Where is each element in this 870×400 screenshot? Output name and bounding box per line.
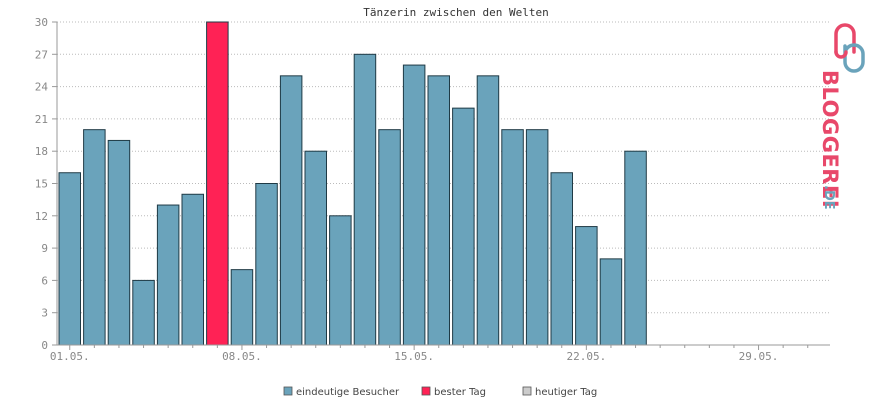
logo-icon-pink	[834, 23, 856, 54]
legend-swatch	[522, 386, 532, 396]
bar	[378, 129, 401, 346]
chart-title: Tänzerin zwischen den Welten	[363, 6, 548, 19]
y-tick-labels: 0 3 6 9 12 15 18 21 24 27 30	[35, 16, 49, 352]
bar	[452, 107, 475, 346]
x-tick-label: 15.05.	[394, 350, 434, 363]
x-tick-label: 08.05.	[222, 350, 262, 363]
x-tick-labels: 01.05. 08.05. 15.05. 22.05. 29.05.	[50, 350, 779, 363]
bar	[329, 215, 352, 346]
legend: eindeutige Besucher bester Tag heutiger Ta…	[283, 386, 597, 398]
bar	[107, 139, 131, 346]
bar	[501, 129, 524, 346]
legend-swatch	[421, 386, 431, 396]
bar	[304, 150, 327, 346]
y-tick-label: 15	[35, 178, 48, 191]
bar	[255, 183, 278, 346]
bar	[599, 258, 623, 346]
bar	[230, 269, 254, 346]
brand-name: BLOGGEREI	[818, 70, 842, 208]
bar	[525, 129, 549, 346]
x-tick-label: 01.05.	[50, 350, 90, 363]
legend-swatch	[283, 386, 293, 396]
legend-label: eindeutige Besucher	[296, 387, 400, 398]
y-tick-label: 27	[35, 48, 48, 61]
bar	[353, 53, 377, 346]
x-tick-label: 22.05.	[566, 350, 606, 363]
bar-best-day	[206, 21, 229, 346]
y-tick-label: 24	[35, 81, 49, 94]
bloggerei-logo: BLOGGEREI .DE	[818, 23, 865, 210]
x-tick-label: 29.05.	[739, 350, 779, 363]
y-tick-label: 21	[35, 113, 48, 126]
legend-label: heutiger Tag	[535, 387, 597, 398]
y-tick-label: 0	[41, 339, 48, 352]
bar	[132, 279, 155, 346]
legend-label: bester Tag	[434, 387, 486, 398]
y-tick-label: 3	[41, 307, 48, 320]
bar	[575, 226, 598, 346]
y-tick-label: 9	[41, 242, 48, 255]
bar	[279, 75, 303, 346]
y-tick-label: 12	[35, 210, 48, 223]
bar	[427, 75, 450, 346]
bar	[624, 150, 647, 346]
bars	[58, 21, 647, 346]
bar	[402, 64, 426, 346]
y-tick-label: 30	[35, 16, 48, 29]
axes	[56, 22, 830, 350]
bar	[550, 172, 573, 346]
bar	[156, 204, 180, 346]
y-tick-label: 18	[35, 145, 48, 158]
bar	[181, 193, 204, 346]
logo-icon-blue	[843, 43, 865, 73]
bar	[476, 75, 500, 346]
y-tick-label: 6	[41, 274, 48, 287]
bar	[83, 129, 106, 346]
logo-icon-pink-foot	[834, 50, 848, 59]
bar	[58, 172, 81, 346]
brand-tld: .DE	[821, 185, 836, 210]
grid-lines	[52, 21, 830, 346]
